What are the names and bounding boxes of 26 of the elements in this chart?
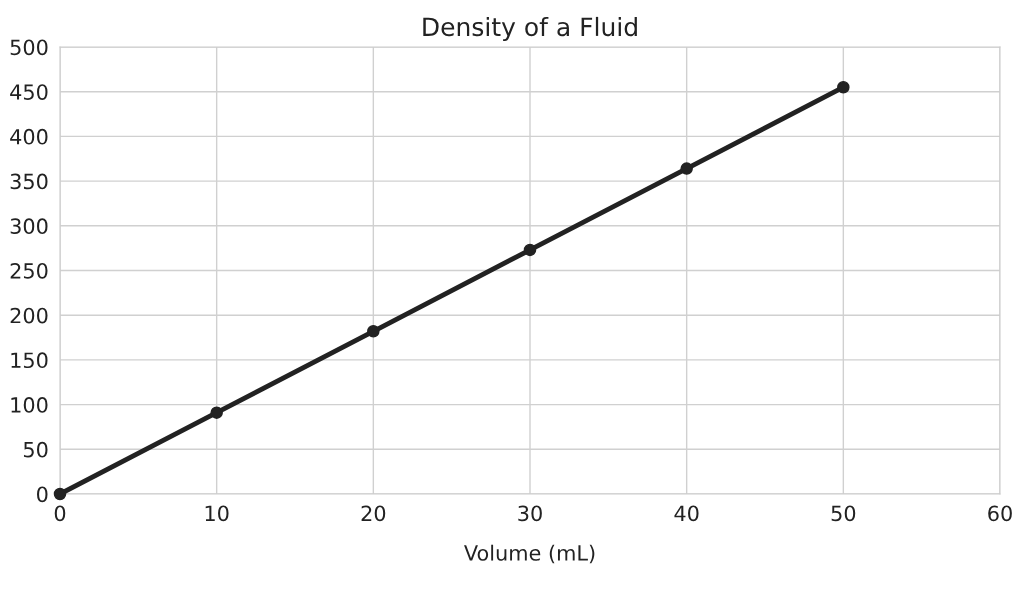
x-tick-label: 30 [518, 505, 542, 522]
y-tick-label: 150 [11, 352, 48, 369]
x-tick-label: 10 [205, 505, 229, 522]
point [680, 162, 693, 175]
x-tick-label: 60 [988, 505, 1012, 522]
y-tick-label: 100 [11, 397, 48, 413]
point [837, 80, 850, 94]
y-tick-label: 0 [37, 486, 48, 503]
y-tick-label: 450 [10, 84, 48, 100]
x-tick-label: 0 [54, 505, 66, 522]
chart-title: Density of a Fluid [423, 16, 637, 42]
point [367, 325, 380, 338]
y-tick-label: 200 [10, 307, 48, 324]
x-tick-label: 50 [831, 505, 856, 522]
point [210, 406, 223, 419]
point [523, 243, 537, 257]
y-tick-label: 50 [23, 441, 48, 458]
x-axis-title: Volume (mL) [464, 544, 595, 564]
y-tick-label: 350 [10, 173, 48, 190]
y-tick-label: 300 [10, 218, 48, 235]
point [53, 487, 67, 501]
y-tick-label: 400 [10, 128, 48, 145]
y-tick-label: 500 [10, 39, 48, 56]
x-tick-label: 20 [361, 505, 386, 522]
y-tick-label: 250 [10, 262, 48, 279]
x-tick-label: 40 [674, 505, 699, 522]
